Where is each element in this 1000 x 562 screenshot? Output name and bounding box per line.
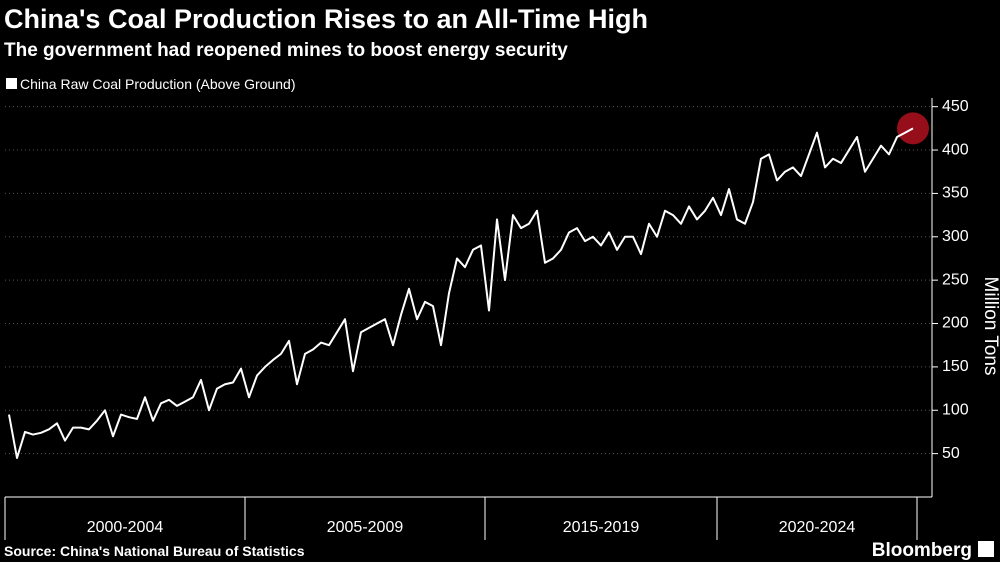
brand: Bloomberg xyxy=(872,540,972,561)
y-tick-label: 400 xyxy=(942,141,969,158)
chart-title: China's Coal Production Rises to an All-… xyxy=(4,4,648,34)
y-tick-label: 100 xyxy=(942,401,969,418)
y-tick-label: 300 xyxy=(942,228,969,245)
brand-icon xyxy=(978,541,994,557)
y-tick-label: 450 xyxy=(942,98,969,115)
y-tick-label: 250 xyxy=(942,271,969,288)
y-tick-label: 200 xyxy=(942,315,969,332)
line xyxy=(8,127,914,459)
x-period-label: 2020-2024 xyxy=(779,519,856,536)
legend-swatch xyxy=(6,78,17,89)
x-period-label: 2015-2019 xyxy=(563,519,640,536)
y-tick-label: 50 xyxy=(942,445,960,462)
legend-label: China Raw Coal Production (Above Ground) xyxy=(20,76,295,92)
x-period-label: 2005-2009 xyxy=(327,519,404,536)
y-tick-label: 350 xyxy=(942,185,969,202)
y-tick-label: 150 xyxy=(942,358,969,375)
source: Source: China's National Bureau of Stati… xyxy=(4,543,305,559)
y-axis-label: Million Tons xyxy=(980,277,1000,376)
x-period-label: 2000-2004 xyxy=(87,519,164,536)
chart-subtitle: The government had reopened mines to boo… xyxy=(4,40,568,61)
